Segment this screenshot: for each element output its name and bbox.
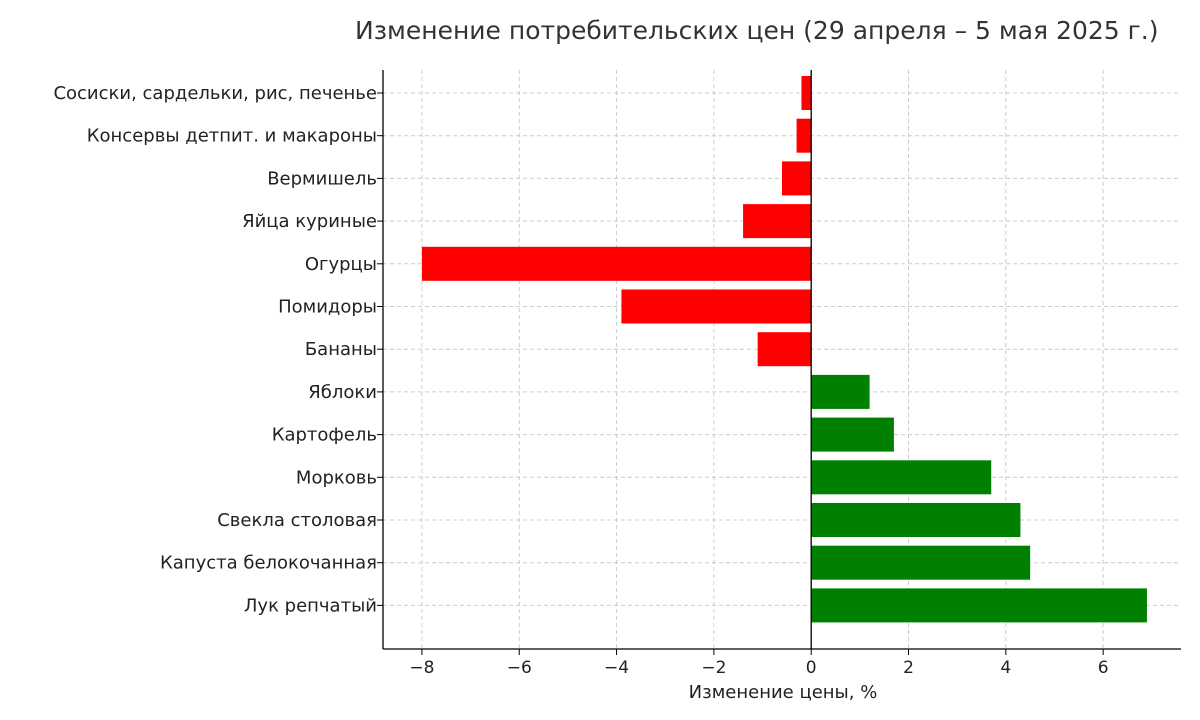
category-labels: Сосиски, сардельки, рис, печенье Консервы… [53,83,383,616]
bars [421,76,1147,623]
x-tick-label: −8 [409,658,434,678]
category-label: Огурцы [305,254,377,275]
bar [743,204,812,239]
category-label: Помидоры [278,297,377,318]
bar [801,76,812,110]
category-label: Сосиски, сардельки, рис, печенье [53,83,377,104]
x-tick-label: −2 [701,658,726,678]
x-tick-label: 0 [806,658,817,678]
x-tick-labels: −8 −6 −4 −2 0 2 4 6 [409,649,1109,678]
bar [782,161,812,196]
x-tick-label: −6 [507,658,532,678]
category-label: Морковь [296,467,377,488]
bar [811,588,1147,623]
category-label: Вермишель [267,168,377,189]
category-label: Капуста белокочанная [160,553,377,574]
x-tick-label: 6 [1098,658,1109,678]
category-label: Яблоки [308,382,377,403]
bar [421,246,812,281]
category-label: Лук репчатый [244,595,377,616]
x-tick-label: 2 [903,658,914,678]
x-axis-title: Изменение цены, % [689,682,878,703]
chart-title: Изменение потребительских цен (29 апреля… [355,16,1158,45]
bar [811,417,894,452]
category-label: Свекла столовая [217,510,377,531]
bar [811,503,1021,537]
bar [811,545,1031,580]
category-label: Консервы детпит. и макароны [87,126,377,147]
bar [811,460,992,495]
x-tick-label: −4 [604,658,629,678]
category-label: Бананы [305,339,377,360]
bar [811,374,870,409]
x-tick-label: 4 [1000,658,1011,678]
category-label: Яйца куриные [242,211,377,232]
category-label: Картофель [272,425,377,446]
bar [621,289,812,324]
bar [796,118,812,153]
bar [757,332,812,367]
